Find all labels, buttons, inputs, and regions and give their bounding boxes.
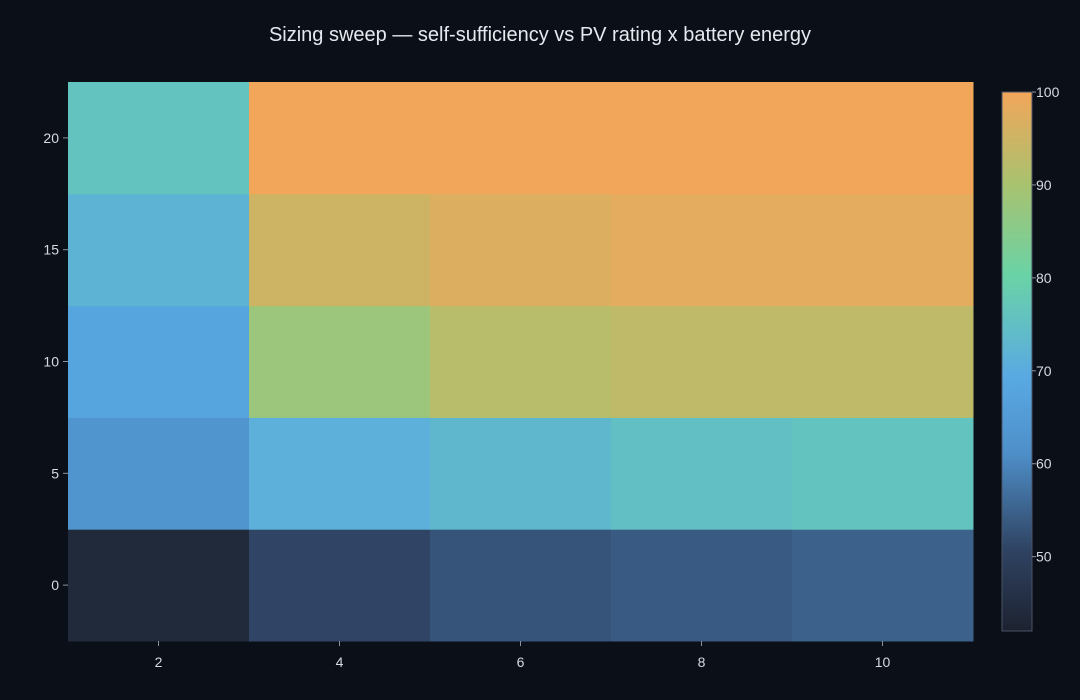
colorbar-tick-label: 60 (1036, 456, 1052, 472)
heatmap-cell (430, 529, 612, 642)
colorbar: 50 60 70 80 90 100 (1001, 84, 1060, 632)
heatmap-cell (792, 82, 974, 195)
y-tick-label: 20 (43, 130, 59, 146)
y-tick-label: 5 (51, 465, 59, 481)
heatmap-cell (249, 529, 431, 642)
colorbar-tick-label: 100 (1036, 84, 1060, 100)
heatmap-cell (68, 305, 250, 418)
colorbar-tick-label: 70 (1036, 363, 1052, 379)
x-tick-label: 10 (875, 654, 891, 670)
heatmap-cell (611, 529, 793, 642)
colorbar-tick-label: 80 (1036, 270, 1052, 286)
heatmap-cell (249, 305, 431, 418)
x-tick-label: 4 (336, 654, 344, 670)
heatmap-cell (68, 529, 250, 642)
heatmap-cell (68, 82, 250, 195)
x-tick-label: 8 (698, 654, 706, 670)
chart-title: Sizing sweep — self-sufficiency vs PV ra… (269, 24, 811, 46)
colorbar-gradient (1001, 91, 1033, 632)
heatmap-cell (68, 417, 250, 530)
heatmap-cell (68, 193, 250, 307)
heatmap-cell (430, 82, 612, 195)
heatmap-cell (249, 417, 431, 530)
heatmap-cell (430, 417, 612, 530)
heatmap-cell (611, 82, 793, 195)
colorbar-tick-label: 50 (1036, 549, 1052, 565)
heatmap-cell (792, 529, 974, 642)
heatmap-cell (611, 417, 793, 530)
x-tick-label: 6 (517, 654, 525, 670)
colorbar-tick-label: 90 (1036, 177, 1052, 193)
heatmap-cell (611, 305, 793, 418)
y-axis: 0 5 10 15 20 (43, 130, 68, 593)
heatmap-cells (68, 82, 974, 642)
x-tick-label: 2 (155, 654, 163, 670)
heatmap-cell (430, 193, 612, 307)
heatmap-cell (792, 305, 974, 418)
y-tick-label: 0 (51, 577, 59, 593)
heatmap-cell (792, 193, 974, 307)
heatmap-cell (611, 193, 793, 307)
y-tick-label: 10 (43, 354, 59, 370)
heatmap-cell (249, 193, 431, 307)
heatmap-cell (249, 82, 431, 195)
x-axis: 2 4 6 8 10 (155, 641, 891, 670)
heatmap-cell (430, 305, 612, 418)
heatmap-cell (792, 417, 974, 530)
y-tick-label: 15 (43, 242, 59, 258)
